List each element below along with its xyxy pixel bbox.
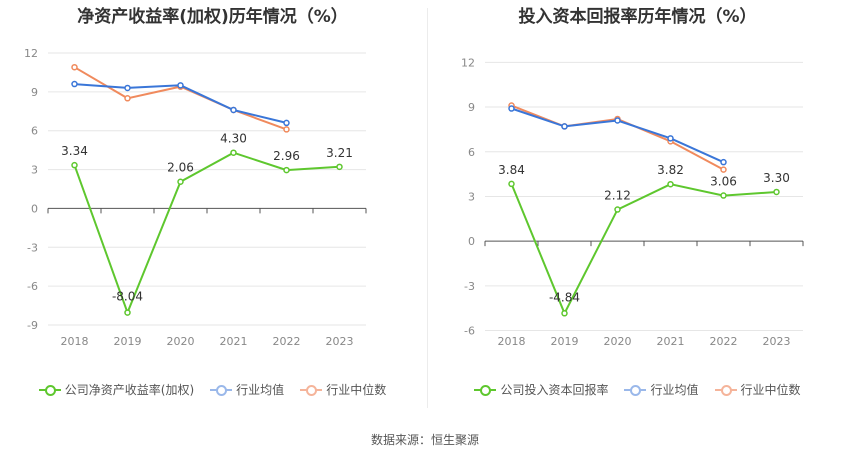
y-tick-label: -3: [464, 280, 475, 293]
roic-chart-plot: 12 9 6 3 0 -3 -6 2018 2019 2020 2021 2022 2023 3.84 -4…: [461, 56, 804, 348]
data-label: 2.12: [604, 189, 631, 203]
y-tick-label: 3: [468, 190, 475, 203]
roic-chart-panel: 投入资本回报率历年情况（%） 12 9 6 3 0 -3 -6 2018 2019 2020 202…: [425, 0, 850, 410]
data-point-industry-avg: [177, 82, 184, 89]
legend-item-industry-avg[interactable]: 行业均值: [624, 381, 699, 398]
data-label: 3.30: [763, 171, 790, 185]
data-label: 3.82: [657, 163, 684, 177]
x-tick-label: 2023: [326, 335, 354, 348]
series-line-industry-median: [511, 104, 724, 171]
legend-item-industry-avg[interactable]: 行业均值: [210, 381, 284, 398]
x-tick-label: 2020: [167, 335, 195, 348]
data-point-industry-avg: [71, 80, 78, 88]
data-label: 2.06: [167, 161, 194, 175]
data-point-company: [720, 192, 727, 199]
x-tick-label: 2022: [710, 335, 738, 348]
data-point-company: [71, 161, 78, 169]
panel-divider: [427, 8, 428, 408]
data-label: 3.34: [61, 144, 88, 158]
series-line-company: [73, 151, 340, 316]
roe-chart-plot: 12 9 6 3 0 -3 -6 -9 2018 2019 2020 2021 2022 2023 3.34…: [24, 47, 367, 348]
data-point-industry-median: [283, 126, 290, 133]
data-label: 3.21: [326, 146, 353, 160]
data-point-industry-avg: [283, 119, 290, 127]
legend-label: 行业中位数: [326, 383, 387, 397]
roe-chart-panel: 净资产收益率(加权)历年情况（%） 12 9 6 3 0 -3 -6 -9 2018 2019 20…: [0, 0, 425, 410]
data-point-company: [124, 309, 131, 316]
data-point-industry-avg: [508, 105, 515, 112]
series-line-company: [510, 183, 777, 316]
chart-title: 净资产收益率(加权)历年情况（%）: [77, 7, 348, 27]
data-point-company: [561, 310, 568, 317]
data-label: 3.84: [498, 163, 525, 177]
x-tick-label: 2021: [220, 335, 248, 348]
data-point-company: [667, 180, 674, 188]
data-point-industry-median: [720, 166, 727, 173]
y-tick-label: 9: [468, 101, 475, 114]
data-point-company: [283, 166, 290, 174]
legend-label: 公司净资产收益率(加权): [64, 383, 195, 397]
y-tick-label: 12: [24, 47, 38, 60]
legend-swatch-company: [474, 384, 497, 396]
data-label: 3.06: [710, 175, 737, 189]
data-point-industry-median: [71, 63, 78, 71]
y-tick-label: -6: [27, 280, 38, 293]
legend-label: 行业均值: [236, 383, 285, 397]
x-tick-label: 2018: [61, 335, 89, 348]
legend-item-industry-median[interactable]: 行业中位数: [300, 381, 386, 398]
legend-swatch-industry-median: [300, 384, 323, 396]
data-point-industry-avg: [667, 135, 674, 142]
data-label: 2.96: [273, 149, 300, 163]
x-tick-label: 2018: [498, 335, 526, 348]
y-tick-label: 6: [468, 146, 475, 159]
y-tick-label: 0: [31, 202, 38, 215]
data-point-company: [614, 206, 621, 213]
legend-swatch-company: [38, 384, 61, 396]
data-label: -8.04: [112, 290, 143, 304]
data-point-industry-avg: [230, 106, 237, 114]
y-tick-label: 0: [468, 235, 475, 248]
data-point-company: [336, 163, 343, 171]
data-point-industry-avg: [720, 158, 727, 166]
data-point-industry-avg: [561, 123, 568, 130]
chart-title: 投入资本回报率历年情况（%）: [518, 7, 757, 27]
y-tick-label: -3: [27, 241, 38, 254]
y-tick-label: 12: [461, 56, 475, 69]
legend-item-company[interactable]: 公司净资产收益率(加权): [38, 381, 195, 398]
legend-item-industry-median[interactable]: 行业中位数: [714, 381, 801, 398]
x-tick-label: 2021: [657, 335, 685, 348]
legend-label: 行业均值: [650, 383, 699, 397]
x-tick-label: 2019: [114, 335, 142, 348]
series-line-industry-median: [73, 66, 287, 131]
data-point-industry-median: [124, 95, 131, 102]
legend-swatch-industry-avg: [210, 384, 233, 396]
data-label: -4.84: [549, 290, 580, 304]
legend: 公司净资产收益率(加权) 行业均值 行业中位数: [0, 381, 425, 398]
x-tick-label: 2019: [551, 335, 579, 348]
data-point-company: [508, 180, 515, 188]
y-tick-label: 6: [31, 125, 38, 138]
x-tick-label: 2022: [273, 335, 301, 348]
legend: 公司投入资本回报率 行业均值 行业中位数: [425, 381, 850, 398]
data-point-company: [177, 178, 184, 185]
data-point-industry-avg: [614, 117, 621, 124]
legend-swatch-industry-avg: [624, 384, 647, 396]
x-tick-label: 2020: [604, 335, 632, 348]
data-source-note: 数据来源：恒生聚源: [370, 433, 479, 447]
x-tick-label: 2023: [763, 335, 791, 348]
y-tick-label: 9: [31, 86, 38, 99]
y-tick-label: -6: [464, 325, 475, 338]
y-tick-label: -9: [27, 319, 38, 332]
data-point-company: [230, 149, 237, 156]
legend-item-company[interactable]: 公司投入资本回报率: [474, 381, 608, 398]
legend-label: 公司投入资本回报率: [500, 383, 609, 397]
data-label: 4.30: [220, 132, 247, 146]
y-tick-label: 3: [31, 164, 38, 177]
legend-label: 行业中位数: [740, 383, 801, 397]
data-point-industry-avg: [124, 84, 131, 92]
legend-swatch-industry-median: [714, 384, 737, 396]
data-point-company: [773, 188, 780, 196]
